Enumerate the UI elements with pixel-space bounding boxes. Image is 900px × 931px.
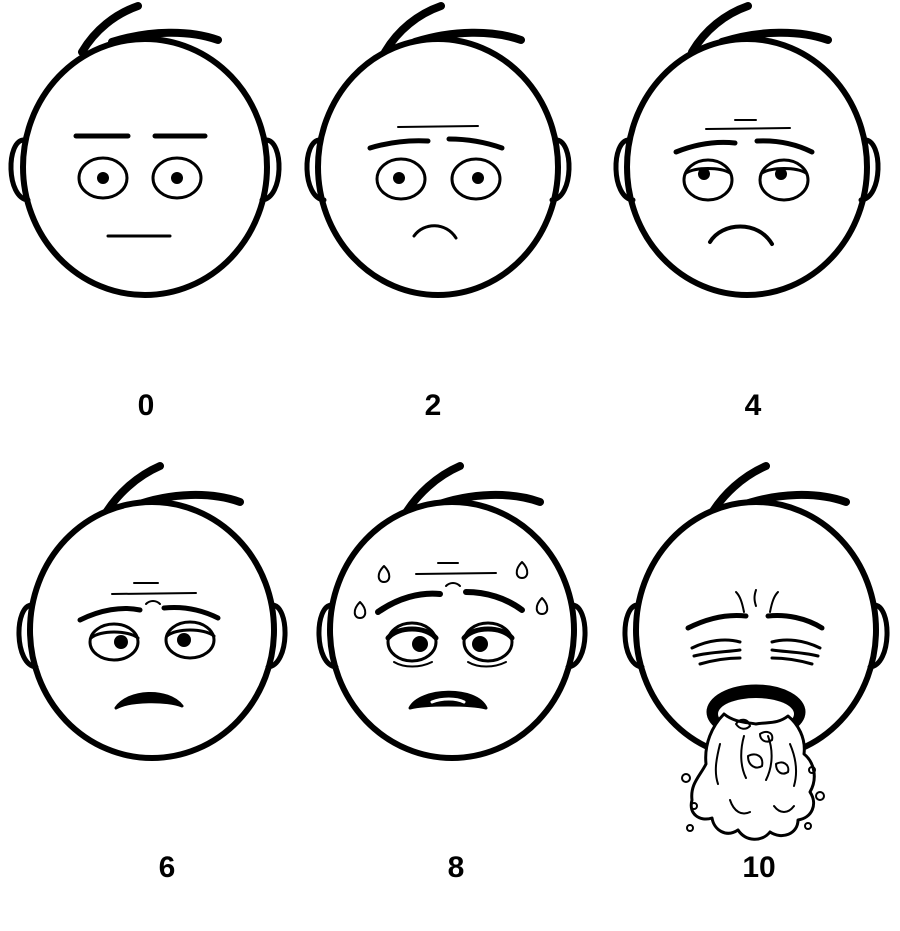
face-8-forehead-line-2 bbox=[415, 572, 497, 575]
face-2-right-pupil bbox=[472, 172, 484, 184]
face-4-left-ear bbox=[613, 137, 636, 203]
face-8-left-ear bbox=[316, 602, 339, 670]
face-2-left-ear bbox=[304, 137, 327, 203]
face-6-left-brow bbox=[77, 605, 143, 623]
face-0-right-pupil bbox=[171, 172, 183, 184]
face-10-droplet-3 bbox=[815, 791, 825, 801]
face-10-vomit-splash bbox=[689, 712, 816, 841]
face-4-left-lid bbox=[684, 167, 732, 175]
face-8-left-pupil bbox=[412, 636, 428, 652]
face-8 bbox=[316, 462, 588, 761]
score-label-8: 8 bbox=[447, 851, 465, 884]
face-8-right-brow bbox=[463, 589, 525, 613]
face-0-right-eye bbox=[151, 156, 203, 200]
face-8-sweat-drop-3 bbox=[515, 561, 529, 579]
face-6-head bbox=[27, 499, 277, 761]
face-10-right-brow bbox=[765, 613, 825, 631]
face-8-head bbox=[327, 499, 577, 761]
face-6-forehead-line-2 bbox=[111, 592, 197, 595]
face-10-vomit-chunks bbox=[735, 718, 790, 775]
face-4-forehead-line-2 bbox=[705, 127, 791, 130]
face-10 bbox=[622, 462, 890, 841]
face-4-left-pupil bbox=[698, 168, 710, 180]
face-6-brow-crease bbox=[145, 600, 161, 605]
face-4-right-lid bbox=[760, 167, 808, 175]
face-8-left-lid bbox=[385, 626, 439, 641]
face-8-right-ear bbox=[565, 602, 588, 670]
face-8-left-bag bbox=[393, 661, 433, 668]
face-8-sweat-drop-4 bbox=[535, 597, 549, 615]
face-6-right-eye bbox=[164, 620, 216, 660]
face-2-mouth bbox=[412, 224, 458, 240]
face-8-left-brow bbox=[375, 590, 443, 615]
face-10-left-ear bbox=[622, 602, 645, 670]
face-8-brow-crease bbox=[445, 582, 461, 587]
face-2-forehead-line bbox=[397, 125, 479, 128]
score-label-2: 2 bbox=[424, 389, 442, 422]
score-label-10: 10 bbox=[742, 851, 776, 884]
face-4-mouth bbox=[708, 224, 774, 246]
face-10-forehead-crease-2 bbox=[769, 591, 779, 613]
face-4-right-brow bbox=[754, 138, 815, 155]
face-8-right-eye bbox=[462, 621, 514, 663]
face-6-right-pupil bbox=[177, 633, 191, 647]
face-10-forehead-crease-1 bbox=[735, 591, 745, 613]
face-6-right-brow bbox=[161, 605, 221, 621]
face-10-right-eye-squint bbox=[770, 638, 822, 666]
face-4-left-brow bbox=[673, 139, 738, 155]
face-8-sweat-drop-2 bbox=[353, 601, 367, 619]
face-4-left-eye bbox=[682, 158, 734, 202]
face-10-droplet-1 bbox=[681, 773, 691, 783]
face-6-right-lid bbox=[165, 628, 216, 638]
score-label-4: 4 bbox=[744, 389, 762, 422]
face-10-right-ear bbox=[867, 602, 890, 670]
face-6-right-ear bbox=[265, 602, 288, 670]
face-10-droplet-4 bbox=[808, 766, 816, 774]
face-8-right-bag bbox=[467, 661, 507, 668]
face-8-right-pupil bbox=[472, 636, 488, 652]
score-label-6: 6 bbox=[158, 851, 176, 884]
face-4-right-pupil bbox=[775, 168, 787, 180]
face-2-right-eye bbox=[450, 157, 502, 201]
face-10-left-eye-squint bbox=[690, 638, 742, 666]
face-6-left-ear bbox=[16, 602, 39, 670]
face-2-left-eye bbox=[375, 157, 427, 201]
face-0 bbox=[8, 2, 282, 298]
face-2-right-brow bbox=[446, 136, 505, 151]
face-0-right-ear bbox=[259, 137, 282, 203]
face-8-left-eye bbox=[386, 621, 438, 663]
face-6-left-eye bbox=[88, 622, 140, 662]
face-10-droplet-6 bbox=[804, 822, 812, 830]
face-8-teeth bbox=[430, 697, 466, 704]
face-10-forehead-crease-3 bbox=[753, 589, 757, 607]
face-2-head bbox=[315, 36, 561, 298]
score-label-0: 0 bbox=[137, 389, 155, 422]
face-4-right-ear bbox=[858, 137, 881, 203]
face-0-left-ear bbox=[8, 137, 31, 203]
face-10-vomit-drips bbox=[714, 735, 798, 815]
face-8-sweat-drop-1 bbox=[377, 565, 391, 583]
face-4-head bbox=[624, 36, 870, 298]
face-0-left-eye bbox=[77, 156, 129, 200]
face-6-left-pupil bbox=[114, 635, 128, 649]
face-4 bbox=[613, 2, 881, 298]
face-6 bbox=[16, 462, 288, 761]
face-2-left-pupil bbox=[393, 172, 405, 184]
face-10-left-brow bbox=[685, 613, 749, 631]
face-6-left-lid bbox=[89, 630, 140, 640]
face-2-left-brow bbox=[367, 138, 431, 151]
face-6-mouth bbox=[114, 692, 184, 710]
face-0-head bbox=[20, 36, 270, 298]
face-4-right-eye bbox=[758, 158, 810, 202]
face-2-right-ear bbox=[549, 137, 572, 203]
face-10-droplet-5 bbox=[686, 824, 694, 832]
face-10-droplet-2 bbox=[690, 802, 698, 810]
face-8-right-lid bbox=[461, 626, 515, 641]
face-2 bbox=[304, 2, 572, 298]
face-0-left-pupil bbox=[97, 172, 109, 184]
